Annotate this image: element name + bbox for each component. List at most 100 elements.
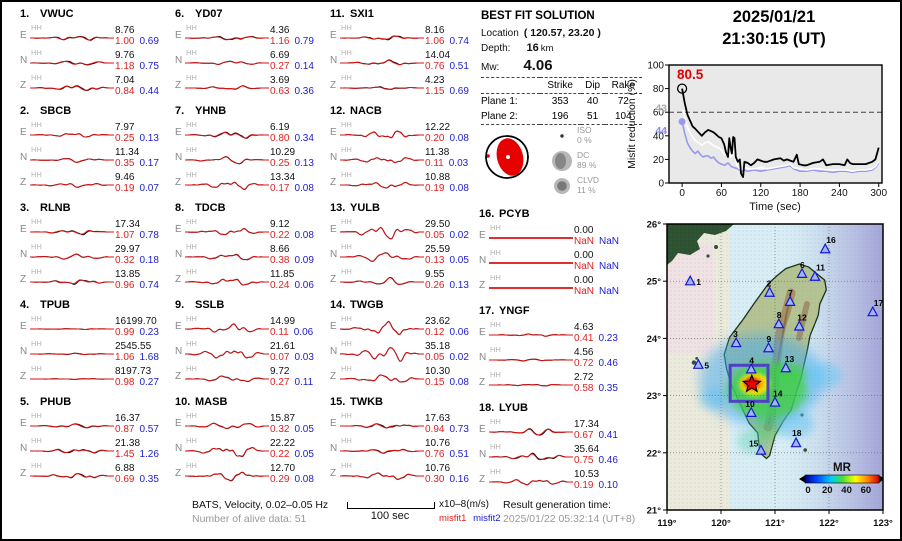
depth-row: Depth: 16 km bbox=[481, 42, 642, 54]
misfit2-value: 0.23 bbox=[598, 332, 618, 344]
waveform-trace: HH bbox=[489, 345, 573, 362]
svg-text:122°: 122° bbox=[819, 518, 839, 529]
station-header: 8. TDCB bbox=[175, 202, 328, 217]
waveform-values: 29.97 0.32 0.18 bbox=[115, 244, 172, 266]
location-label: Location bbox=[481, 28, 519, 39]
svg-text:20: 20 bbox=[822, 485, 833, 496]
waveform-trace: HH bbox=[489, 248, 573, 264]
amplitude-value: 8197.73 bbox=[115, 365, 152, 377]
misfit1-value: 0.58 bbox=[574, 382, 594, 394]
svg-text:60: 60 bbox=[653, 108, 665, 119]
svg-text:HH: HH bbox=[31, 314, 42, 323]
svg-text:5: 5 bbox=[704, 361, 709, 371]
waveform-values: 4.36 1.16 0.79 bbox=[270, 25, 327, 47]
amplitude-value: 10.53 bbox=[574, 468, 600, 480]
misfit1-value: 1.15 bbox=[425, 85, 445, 97]
waveform-values: 11.38 0.11 0.03 bbox=[425, 147, 482, 169]
svg-text:80.5: 80.5 bbox=[677, 67, 704, 82]
station-number: 17. bbox=[479, 305, 495, 317]
channel-label: E bbox=[330, 127, 337, 138]
misfit2-value: 0.08 bbox=[294, 182, 314, 194]
waveform-trace: HH bbox=[185, 314, 269, 333]
misfit1-value: 0.22 bbox=[270, 229, 290, 241]
waveform-row: N HH 21.61 0.07 0.03 bbox=[175, 339, 328, 364]
depth-unit: km bbox=[540, 43, 554, 54]
station-block: 3. RLNB E HH 17.34 1.07 0.78 N HH 29.97 0.32 0.18 Z H… bbox=[20, 202, 173, 294]
waveform-values: 7.97 0.25 0.13 bbox=[115, 122, 172, 144]
svg-text:60: 60 bbox=[716, 188, 728, 199]
amplitude-value: 2545.55 bbox=[115, 340, 152, 352]
waveform-trace: HH bbox=[489, 467, 573, 486]
waveform-trace: HH bbox=[489, 442, 573, 461]
waveform-row: N HH 4.56 0.72 0.46 bbox=[479, 345, 632, 370]
map-station-triangle bbox=[780, 361, 792, 373]
svg-text:HH: HH bbox=[341, 242, 352, 251]
waveform-row: Z HH 6.88 0.69 0.35 bbox=[20, 461, 173, 486]
misfit2-value: 0.18 bbox=[139, 254, 159, 266]
waveform-row: N HH 22.22 0.22 0.05 bbox=[175, 436, 328, 461]
map-station-triangle bbox=[769, 396, 781, 407]
station-header: 13. YULB bbox=[330, 202, 483, 217]
waveform-values: 29.50 0.05 0.02 bbox=[425, 219, 482, 241]
amplitude-value: 25.59 bbox=[425, 243, 451, 255]
svg-text:180: 180 bbox=[792, 188, 809, 199]
map-station-triangle bbox=[773, 317, 785, 329]
station-header: 1. VWUC bbox=[20, 8, 173, 23]
channel-label: E bbox=[20, 224, 27, 235]
misfit1-value: 0.24 bbox=[270, 279, 290, 291]
waveform-trace: HH bbox=[340, 217, 424, 240]
svg-text:44: 44 bbox=[655, 125, 667, 137]
waveform-trace: HH bbox=[30, 364, 114, 380]
misfit2-value: 0.51 bbox=[449, 448, 469, 460]
amplitude-value: 6.69 bbox=[270, 49, 290, 61]
channel-label: E bbox=[20, 321, 27, 332]
dither-texture bbox=[667, 224, 883, 510]
waveform-values: 9.12 0.22 0.08 bbox=[270, 219, 327, 241]
waveform-values: 9.46 0.19 0.07 bbox=[115, 172, 172, 194]
waveform-trace: HH bbox=[489, 417, 573, 436]
svg-text:18: 18 bbox=[792, 428, 802, 438]
waveform-trace: HH bbox=[30, 73, 114, 92]
waveform-values: 23.62 0.12 0.06 bbox=[425, 316, 482, 338]
misfit1-value: 0.98 bbox=[115, 376, 135, 388]
waveform-trace: HH bbox=[340, 145, 424, 164]
misfit2-value: 0.13 bbox=[294, 157, 314, 169]
iso-item: ISO 0 % bbox=[551, 123, 599, 148]
waveform-row: N HH 25.59 0.13 0.05 bbox=[330, 242, 483, 267]
svg-text:15: 15 bbox=[749, 439, 759, 449]
misfit1-value: 1.06 bbox=[115, 351, 135, 363]
waveform-values: 9.76 1.18 0.75 bbox=[115, 50, 172, 72]
waveform-values: 9.55 0.26 0.13 bbox=[425, 269, 482, 291]
channel-label: N bbox=[20, 249, 28, 260]
station-header: 3. RLNB bbox=[20, 202, 173, 217]
misfit-legend: misfit1 misfit2 bbox=[439, 513, 501, 524]
station-block: 9. SSLB E HH 14.99 0.11 0.06 N HH 21.61 0.07 0.03 Z H… bbox=[175, 299, 328, 391]
station-header: 6. YD07 bbox=[175, 8, 328, 23]
plane2-dip: 51 bbox=[580, 109, 605, 125]
decomposition-list: ISO 0 % DC 89 % bbox=[551, 123, 599, 198]
amplitude-value: 4.23 bbox=[425, 74, 445, 86]
waveform-row: Z HH 0.00 NaN NaN bbox=[479, 273, 632, 298]
misfit-plot: 0 20 40 60 80 100 0 60 120 180 240 300 80.5 43 44 Time … bbox=[626, 61, 888, 214]
station-code: LYUB bbox=[499, 402, 528, 414]
amplitude-value: 9.72 bbox=[270, 365, 290, 377]
map-station-triangle bbox=[809, 270, 821, 281]
svg-text:HH: HH bbox=[186, 48, 197, 57]
channel-label: N bbox=[330, 152, 338, 163]
channel-label: N bbox=[330, 249, 338, 260]
waveform-values: 10.30 0.15 0.08 bbox=[425, 366, 482, 388]
misfit1-value: 0.11 bbox=[425, 157, 444, 169]
waveform-values: 16.37 0.87 0.57 bbox=[115, 413, 172, 435]
strike-header: Strike bbox=[539, 77, 581, 94]
station-block: 18. LYUB E HH 17.34 0.67 0.41 N HH 35.64 0.75 0.46 Z… bbox=[479, 402, 632, 494]
waveform-values: 12.22 0.20 0.08 bbox=[425, 122, 482, 144]
channel-label: E bbox=[175, 127, 182, 138]
waveform-row: Z HH 10.88 0.19 0.08 bbox=[330, 170, 483, 195]
waveform-row: E HH 4.63 0.41 0.23 bbox=[479, 320, 632, 345]
map-station-triangle bbox=[730, 336, 742, 348]
misfit2-value: 0.75 bbox=[139, 60, 159, 72]
misfit2-value: 0.03 bbox=[294, 351, 314, 363]
waveform-values: 6.88 0.69 0.35 bbox=[115, 463, 172, 485]
svg-text:2: 2 bbox=[767, 279, 772, 289]
svg-text:12: 12 bbox=[797, 312, 807, 322]
